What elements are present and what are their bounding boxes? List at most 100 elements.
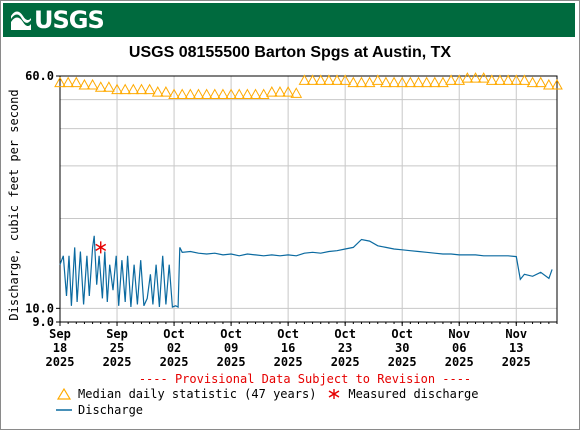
- x-tick-label: 2025: [274, 355, 303, 369]
- median-point: [192, 88, 205, 100]
- median-point: [86, 78, 99, 90]
- line-marker-icon: [56, 409, 72, 411]
- x-tick-label: 2025: [217, 355, 246, 369]
- median-point: [168, 88, 180, 100]
- median-point: [543, 78, 555, 90]
- median-point: [461, 72, 474, 83]
- median-point: [331, 74, 343, 85]
- discharge-series: [59, 235, 553, 308]
- median-point: [143, 83, 156, 95]
- median-series: [54, 72, 563, 100]
- y-tick-label: 10.0: [25, 301, 54, 315]
- median-point: [208, 88, 221, 100]
- x-tick-label: Oct: [334, 327, 356, 341]
- measured-point: [95, 241, 107, 254]
- usgs-logo[interactable]: USGS: [9, 6, 105, 34]
- median-point: [355, 76, 368, 88]
- median-point: [151, 86, 164, 97]
- median-point: [249, 88, 262, 100]
- legend-label-discharge: Discharge: [78, 403, 144, 417]
- median-point: [265, 86, 278, 97]
- x-tick-label: Oct: [277, 327, 299, 341]
- median-point: [233, 88, 246, 100]
- median-point: [257, 88, 270, 100]
- x-tick-label: 16: [281, 341, 295, 355]
- median-point: [477, 72, 490, 83]
- median-point: [176, 88, 189, 100]
- legend-label-measured: Measured discharge: [348, 387, 479, 401]
- plot-area: [59, 75, 558, 323]
- median-point: [282, 86, 294, 97]
- y-tick-label: 9.0: [32, 315, 54, 329]
- median-point: [160, 86, 172, 97]
- grid-lines: [59, 75, 557, 323]
- median-point: [445, 74, 457, 85]
- median-point: [388, 76, 400, 88]
- legend-entry-discharge: Discharge: [56, 403, 143, 417]
- median-point: [534, 76, 547, 88]
- x-tick-label: 25: [110, 341, 124, 355]
- x-tick-label: Sep: [49, 327, 71, 341]
- median-point: [306, 74, 319, 85]
- median-point: [420, 76, 433, 88]
- legend-label-median: Median daily statistic (47 years): [78, 387, 317, 401]
- x-tick-label: Nov: [448, 327, 470, 341]
- median-point: [70, 76, 83, 88]
- median-point: [363, 76, 376, 88]
- median-point: [290, 87, 303, 98]
- x-tick-label: Nov: [505, 327, 527, 341]
- x-tick-label: 30: [395, 341, 409, 355]
- x-tick-label: 13: [509, 341, 523, 355]
- median-point: [485, 74, 498, 85]
- legend-entry-median: Median daily statistic (47 years) Measur…: [56, 387, 478, 401]
- x-tick-label: 23: [338, 341, 352, 355]
- median-point: [510, 74, 523, 85]
- median-point: [62, 76, 74, 88]
- asterisk-marker-icon: [329, 389, 340, 399]
- x-tick-label: Oct: [163, 327, 185, 341]
- median-point: [274, 86, 286, 97]
- x-tick-label: 06: [452, 341, 466, 355]
- provisional-notice: ---- Provisional Data Subject to Revisio…: [138, 372, 472, 386]
- median-point: [111, 83, 123, 95]
- measured-point-stroke: [95, 243, 107, 251]
- x-tick-label: 2025: [445, 355, 474, 369]
- median-point: [314, 74, 327, 85]
- triangle-marker-icon: [56, 387, 72, 400]
- median-point: [526, 76, 539, 88]
- usgs-wave-logo-icon: [11, 11, 31, 30]
- axes: 60.010.09.0Sep182025Sep252025Oct022025Oc…: [25, 69, 558, 369]
- median-point: [54, 76, 66, 88]
- median-point: [135, 83, 148, 95]
- median-point: [494, 74, 506, 85]
- x-tick-label: 02: [167, 341, 181, 355]
- median-point: [339, 74, 352, 85]
- x-tick-label: 2025: [502, 355, 531, 369]
- x-tick-label: 2025: [46, 355, 75, 369]
- x-tick-label: 18: [53, 341, 67, 355]
- median-point: [78, 78, 91, 90]
- median-point: [380, 76, 392, 88]
- median-point: [217, 88, 229, 100]
- y-axis-label: Discharge, cubic feet per second: [7, 89, 21, 320]
- median-point: [412, 76, 425, 88]
- median-point: [469, 72, 482, 83]
- median-point: [437, 76, 449, 88]
- usgs-banner: USGS: [3, 3, 575, 37]
- median-point: [404, 76, 417, 88]
- median-point: [225, 88, 237, 100]
- median-point: [347, 76, 360, 88]
- median-point: [428, 76, 441, 88]
- x-tick-label: 2025: [160, 355, 189, 369]
- median-point: [184, 88, 197, 100]
- usgs-logo-text: USGS: [34, 6, 105, 34]
- median-point: [298, 74, 311, 85]
- median-point: [119, 83, 132, 95]
- median-point: [127, 83, 140, 95]
- chart-title: USGS 08155500 Barton Spgs at Austin, TX: [128, 44, 452, 61]
- median-point: [551, 78, 563, 90]
- measured-series: [95, 241, 107, 254]
- x-tick-label: 2025: [388, 355, 417, 369]
- y-tick-label: 60.0: [25, 69, 54, 83]
